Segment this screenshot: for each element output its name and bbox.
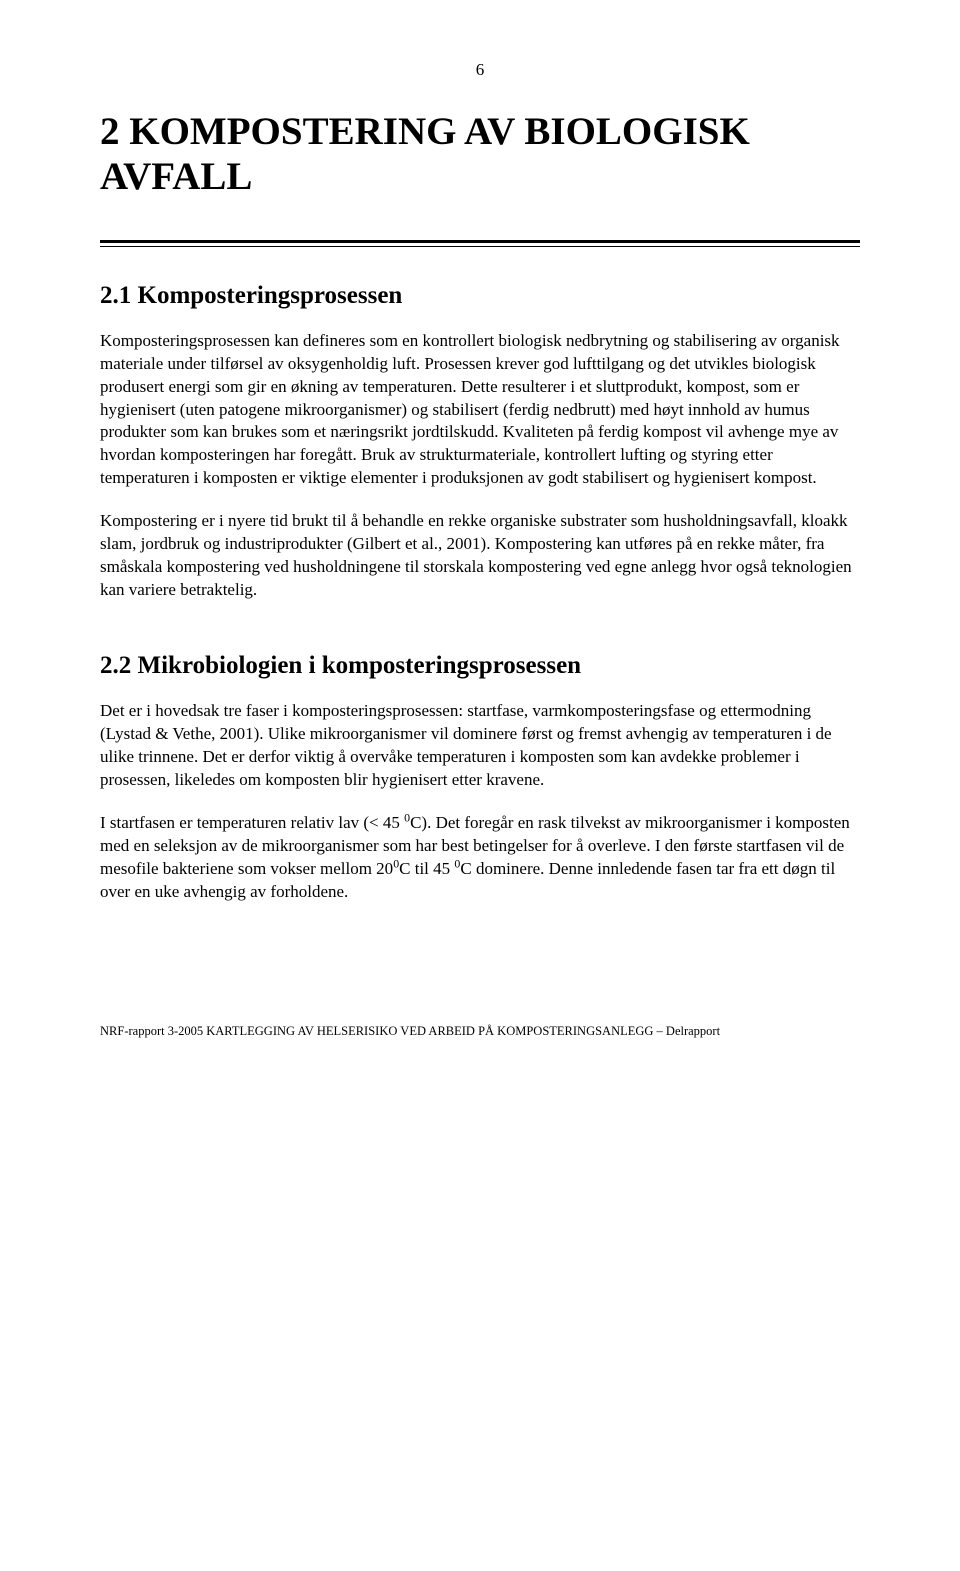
text-run: C til 45 (399, 859, 454, 878)
section-heading-2-2: 2.2 Mikrobiologien i komposteringsproses… (100, 652, 860, 680)
main-title: 2 KOMPOSTERING AV BIOLOGISK AVFALL (100, 110, 860, 200)
paragraph: Komposteringsprosessen kan defineres som… (100, 330, 860, 491)
rule-thin (100, 246, 860, 247)
document-page: 6 2 KOMPOSTERING AV BIOLOGISK AVFALL 2.1… (0, 0, 960, 1079)
section-heading-2-1: 2.1 Komposteringsprosessen (100, 282, 860, 310)
paragraph: I startfasen er temperaturen relativ lav… (100, 812, 860, 904)
text-run: I startfasen er temperaturen relativ lav… (100, 813, 404, 832)
page-number: 6 (100, 60, 860, 80)
rule-thick (100, 240, 860, 243)
footer: NRF-rapport 3-2005 KARTLEGGING AV HELSER… (100, 1024, 860, 1039)
paragraph: Det er i hovedsak tre faser i komposteri… (100, 700, 860, 792)
paragraph: Kompostering er i nyere tid brukt til å … (100, 510, 860, 602)
